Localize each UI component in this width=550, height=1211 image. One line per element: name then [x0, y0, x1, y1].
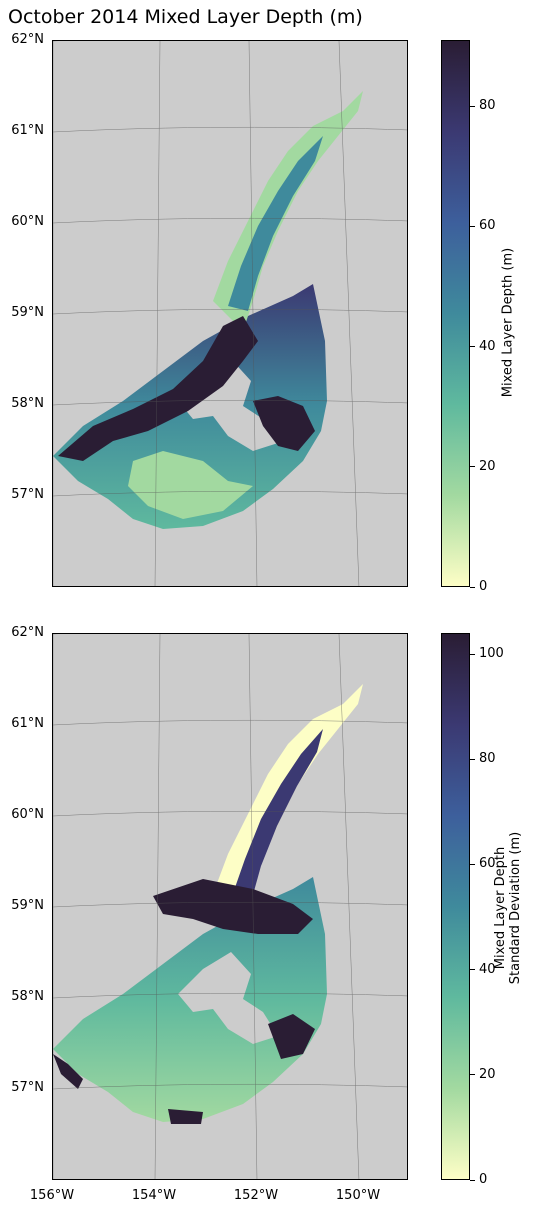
island-kodiak — [178, 952, 278, 1044]
high-variability-south — [168, 1109, 203, 1124]
colorbar-tick-mark — [470, 863, 475, 865]
colorbar-tick-label: 100 — [479, 646, 504, 662]
lat-tick-label: 61°N — [11, 716, 44, 731]
colorbar-tick-label: 80 — [479, 98, 496, 114]
colorbar-tick-label: 0 — [479, 1172, 488, 1187]
colorbar-tick-mark — [470, 653, 475, 655]
high-variability-core — [153, 879, 313, 934]
lat-tick-label: 61°N — [11, 123, 44, 138]
colorbar-tick-label: 20 — [479, 1066, 496, 1082]
lon-tick-label: 156°W — [29, 1188, 75, 1203]
colorbar-title-mld-std: Mixed Layer Depth Standard Deviation (m) — [493, 818, 523, 998]
shallow-shelf — [128, 451, 253, 519]
high-variability-west — [53, 1054, 83, 1089]
high-variability-east — [268, 1014, 315, 1059]
mld-map-panel — [52, 40, 408, 587]
graticule — [53, 41, 407, 586]
colorbar-tick-label: 20 — [479, 458, 496, 474]
colorbar-title-mld: Mixed Layer Depth (m) — [501, 233, 516, 413]
colorbar-tick-mark — [470, 969, 475, 971]
lat-tick-label: 62°N — [11, 32, 44, 47]
colorbar-tick-mark — [470, 466, 475, 468]
lat-tick-label: 60°N — [11, 214, 44, 229]
inlet-deep-channel — [228, 136, 323, 311]
graticule — [53, 634, 407, 1179]
colorbar-tick-mark — [470, 346, 475, 348]
mld-std-map-svg — [53, 634, 407, 1179]
colorbar-mld — [441, 40, 470, 587]
mld-std-map-panel — [52, 633, 408, 1180]
lat-tick-label: 57°N — [11, 487, 44, 502]
colorbar-tick-label: 60 — [479, 218, 496, 234]
lat-tick-label: 60°N — [11, 807, 44, 822]
colorbar-tick-mark — [470, 1179, 475, 1181]
deep-band-east — [253, 396, 315, 451]
figure-title: October 2014 Mixed Layer Depth (m) — [8, 6, 363, 28]
lat-tick-label: 58°N — [11, 989, 44, 1004]
lat-tick-label: 59°N — [11, 305, 44, 320]
colorbar-tick-label: 40 — [479, 338, 496, 354]
colorbar-tick-mark — [470, 758, 475, 760]
colorbar-tick-label: 60 — [479, 856, 496, 872]
colorbar-title-line: Mixed Layer Depth (m) — [500, 247, 516, 398]
colorbar-tick-mark — [470, 1074, 475, 1076]
mld-map-svg — [53, 41, 407, 586]
lon-tick-label: 154°W — [131, 1188, 177, 1203]
lon-tick-label: 152°W — [233, 1188, 279, 1203]
colorbar-title-line: Standard Deviation (m) — [508, 831, 523, 985]
lat-tick-label: 59°N — [11, 898, 44, 913]
colorbar-tick-mark — [470, 105, 475, 107]
colorbar-tick-label: 40 — [479, 961, 496, 977]
colorbar-tick-label: 0 — [479, 579, 488, 594]
lat-tick-label: 62°N — [11, 625, 44, 640]
lat-tick-label: 58°N — [11, 396, 44, 411]
colorbar-mld-std — [441, 633, 470, 1180]
lat-tick-label: 57°N — [11, 1080, 44, 1095]
colorbar-tick-label: 80 — [479, 751, 496, 767]
deep-band-west — [58, 316, 258, 461]
colorbar-tick-mark — [470, 225, 475, 227]
lon-tick-label: 150°W — [335, 1188, 381, 1203]
inlet-deep-channel — [231, 729, 323, 902]
colorbar-tick-mark — [470, 586, 475, 588]
